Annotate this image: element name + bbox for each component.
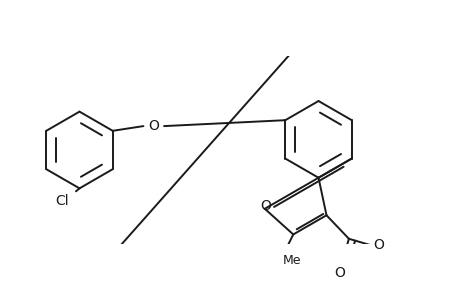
Text: Me: Me: [282, 254, 300, 267]
Text: Cl: Cl: [55, 194, 69, 208]
Text: O: O: [373, 238, 383, 252]
Text: O: O: [148, 119, 159, 133]
Text: O: O: [333, 266, 344, 280]
Text: O: O: [260, 200, 271, 213]
